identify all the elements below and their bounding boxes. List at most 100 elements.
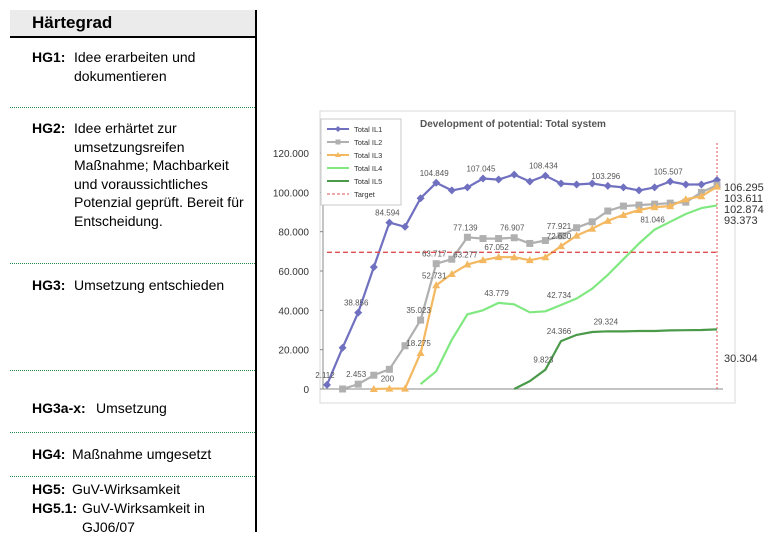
row-separator: [10, 432, 255, 433]
series-point-0: [572, 180, 581, 189]
series-point-2: [494, 253, 503, 261]
series-point-2: [603, 216, 612, 224]
series-point-0: [697, 180, 706, 189]
data-label: 108.434: [529, 162, 558, 171]
series-point-2: [369, 385, 378, 392]
series-point-1: [479, 235, 487, 243]
series-point-2: [635, 206, 643, 214]
series-point-1: [448, 255, 456, 263]
data-label: 18.275: [406, 339, 431, 348]
series-point-2: [650, 203, 659, 211]
data-label: 81.046: [640, 216, 665, 225]
data-label: 72.630: [547, 232, 572, 241]
end-value-label: 93.373: [724, 215, 758, 227]
series-point-0: [354, 308, 363, 317]
series-point-2: [557, 242, 565, 250]
legend-marker: [335, 152, 341, 157]
legend-label: Total IL4: [354, 164, 382, 173]
hg-code: HG3:: [32, 277, 66, 293]
series-point-2: [666, 202, 675, 210]
data-label: 2.112: [315, 371, 335, 380]
series-point-0: [401, 222, 409, 231]
data-label: 2.453: [346, 370, 367, 379]
series-point-2: [463, 260, 472, 268]
data-label: 63.277: [453, 251, 478, 260]
series-point-0: [338, 343, 347, 352]
data-label: 200: [381, 375, 395, 384]
series-point-1: [526, 239, 534, 247]
series-point-0: [385, 218, 394, 227]
series-point-0: [463, 183, 472, 192]
data-label: 84.594: [375, 209, 400, 218]
series-point-2: [416, 349, 425, 357]
y-tick-label: 80.000: [278, 228, 309, 239]
data-label: 76.907: [500, 224, 525, 233]
data-label: 77.139: [453, 223, 478, 232]
data-label: 38.856: [344, 299, 369, 308]
end-value-label: 106.295: [724, 182, 764, 194]
data-label: 35.023: [406, 306, 431, 315]
series-point-0: [681, 180, 690, 189]
series-point-0: [619, 183, 628, 192]
series-point-2: [697, 192, 706, 200]
hg-text: GuV-Wirksamkeit: [72, 481, 181, 497]
chart-frame: [319, 110, 736, 404]
series-point-1: [495, 235, 503, 243]
panel-header: Härtegrad: [10, 10, 255, 38]
data-label: 104.849: [420, 169, 449, 178]
series-point-0: [557, 179, 565, 188]
row-separator: [10, 476, 255, 477]
series-line-4: [513, 328, 718, 390]
potential-chart: Development of potential: Total system 0 2…: [265, 105, 777, 407]
hg-code: HG1:: [32, 49, 66, 65]
series-point-0: [494, 175, 503, 184]
data-label: 52.731: [422, 271, 447, 280]
series-point-0: [666, 177, 675, 186]
data-label: 63.717: [422, 250, 447, 259]
hg-text: GuV-Wirksamkeit in GJ06/07: [82, 500, 205, 535]
hg-text: Maßnahme umgesetzt: [72, 446, 212, 462]
series-point-2: [572, 231, 581, 239]
series-point-2: [432, 281, 441, 289]
series-point-1: [588, 218, 596, 226]
haertegrad-panel: Härtegrad HG1: Idee erarbeiten und dokum…: [0, 0, 258, 544]
series-point-1: [557, 232, 565, 240]
row-separator: [10, 370, 255, 371]
end-value-label: 30.304: [724, 353, 758, 365]
data-label: 29.324: [594, 317, 619, 326]
y-tick-label: 120.000: [273, 149, 310, 160]
hg-text: Umsetzung entschieden: [74, 277, 225, 293]
data-label: 105.507: [654, 168, 683, 177]
data-label: 9.823: [533, 356, 554, 365]
series-point-2: [447, 269, 456, 277]
series-point-2: [619, 210, 628, 218]
data-label: 24.366: [547, 327, 572, 336]
series-point-2: [401, 384, 409, 392]
hg-code: HG5.1:: [32, 500, 78, 516]
legend-marker: [335, 139, 341, 145]
series-point-1: [339, 385, 347, 393]
series-point-0: [603, 181, 612, 190]
data-label: 42.734: [547, 291, 572, 300]
series-point-1: [432, 260, 440, 268]
hg-code: HG5:: [32, 481, 66, 497]
y-tick-label: 40.000: [278, 306, 309, 317]
data-label: 43.779: [484, 289, 509, 298]
data-label: 67.052: [484, 243, 509, 252]
series-point-1: [619, 202, 627, 210]
hg-text: Idee erarbeiten und dokumentieren: [74, 49, 196, 84]
data-label: 77.921: [547, 222, 572, 231]
chart-title: Development of potential: Total system: [420, 119, 606, 130]
series-point-1: [417, 316, 425, 324]
series-point-0: [447, 186, 456, 195]
legend-label: Total IL1: [354, 125, 382, 134]
series-point-0: [525, 177, 534, 186]
series-line-3: [419, 204, 718, 385]
series-point-0: [510, 170, 519, 179]
legend-label: Total IL3: [354, 151, 382, 160]
data-label: 107.045: [467, 164, 496, 173]
series-point-0: [479, 174, 487, 183]
legend-box: [320, 118, 402, 206]
legend-marker: [335, 126, 341, 132]
series-point-2: [385, 384, 394, 392]
